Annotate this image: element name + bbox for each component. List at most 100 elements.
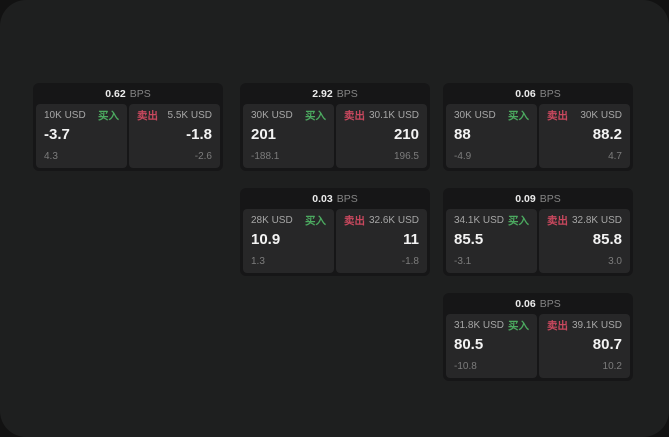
bps-unit-label: BPS bbox=[539, 87, 561, 100]
sell-notional: 5.5K USD bbox=[167, 110, 212, 121]
sell-price: 210 bbox=[393, 126, 419, 143]
bps-value: 0.09 bbox=[515, 192, 536, 205]
bps-header: 2.92 BPS bbox=[240, 83, 430, 104]
sell-panel-header: 卖出 32.8K USD bbox=[547, 215, 622, 227]
quote-card: 0.06 BPS 31.8K USD 买入 80.5 -10.8 卖出 39.1… bbox=[443, 293, 633, 381]
buy-notional: 28K USD bbox=[251, 215, 293, 226]
sell-panel-header: 卖出 39.1K USD bbox=[547, 320, 622, 332]
quote-panels: 30K USD 买入 201 -188.1 卖出 30.1K USD 210 1… bbox=[240, 104, 430, 171]
buy-quote-panel[interactable]: 31.8K USD 买入 80.5 -10.8 bbox=[446, 314, 537, 378]
bps-value: 0.06 bbox=[515, 87, 536, 100]
buy-panel-header: 34.1K USD 买入 bbox=[454, 215, 529, 227]
sell-price: 80.7 bbox=[592, 336, 622, 353]
buy-panel-header: 31.8K USD 买入 bbox=[454, 320, 529, 332]
buy-quote-panel[interactable]: 10K USD 买入 -3.7 4.3 bbox=[36, 104, 127, 168]
sell-notional: 30K USD bbox=[580, 110, 622, 121]
sell-price: 85.8 bbox=[592, 231, 622, 248]
sell-quote-panel[interactable]: 卖出 32.8K USD 85.8 3.0 bbox=[539, 209, 630, 273]
buy-quote-panel[interactable]: 30K USD 买入 88 -4.9 bbox=[446, 104, 537, 168]
buy-price: -3.7 bbox=[44, 126, 70, 143]
sell-change: 196.5 bbox=[393, 151, 419, 162]
sell-quote-panel[interactable]: 卖出 39.1K USD 80.7 10.2 bbox=[539, 314, 630, 378]
sell-side-label: 卖出 bbox=[547, 320, 568, 332]
buy-panel-header: 30K USD 买入 bbox=[454, 110, 529, 122]
sell-change: -2.6 bbox=[194, 151, 212, 162]
buy-change: -10.8 bbox=[454, 361, 477, 372]
buy-notional: 10K USD bbox=[44, 110, 86, 121]
buy-change: 1.3 bbox=[251, 256, 265, 267]
sell-notional: 39.1K USD bbox=[571, 320, 622, 331]
sell-change: -1.8 bbox=[401, 256, 419, 267]
quote-panels: 28K USD 买入 10.9 1.3 卖出 32.6K USD 11 -1.8 bbox=[240, 209, 430, 276]
quote-panels: 10K USD 买入 -3.7 4.3 卖出 5.5K USD -1.8 -2.… bbox=[33, 104, 223, 171]
bps-value: 0.62 bbox=[105, 87, 126, 100]
sell-panel-header: 卖出 30.1K USD bbox=[344, 110, 419, 122]
quote-card: 0.62 BPS 10K USD 买入 -3.7 4.3 卖出 5.5K USD… bbox=[33, 83, 223, 171]
buy-change: -3.1 bbox=[454, 256, 472, 267]
buy-side-label: 买入 bbox=[305, 215, 326, 227]
buy-side-label: 买入 bbox=[305, 110, 326, 122]
sell-change: 4.7 bbox=[608, 151, 622, 162]
quote-panels: 31.8K USD 买入 80.5 -10.8 卖出 39.1K USD 80.… bbox=[443, 314, 633, 381]
sell-price: -1.8 bbox=[186, 126, 212, 143]
buy-side-label: 买入 bbox=[508, 110, 529, 122]
quote-card: 0.03 BPS 28K USD 买入 10.9 1.3 卖出 32.6K US… bbox=[240, 188, 430, 276]
bps-header: 0.06 BPS bbox=[443, 83, 633, 104]
sell-panel-header: 卖出 32.6K USD bbox=[344, 215, 419, 227]
bps-unit-label: BPS bbox=[539, 192, 561, 205]
buy-panel-header: 28K USD 买入 bbox=[251, 215, 326, 227]
buy-quote-panel[interactable]: 30K USD 买入 201 -188.1 bbox=[243, 104, 334, 168]
sell-panel-header: 卖出 30K USD bbox=[547, 110, 622, 122]
buy-price: 10.9 bbox=[251, 231, 281, 248]
bps-unit-label: BPS bbox=[336, 87, 358, 100]
sell-side-label: 卖出 bbox=[344, 110, 365, 122]
quote-card: 2.92 BPS 30K USD 买入 201 -188.1 卖出 30.1K … bbox=[240, 83, 430, 171]
bps-unit-label: BPS bbox=[129, 87, 151, 100]
sell-side-label: 卖出 bbox=[547, 110, 568, 122]
bps-value: 0.03 bbox=[312, 192, 333, 205]
sell-quote-panel[interactable]: 卖出 5.5K USD -1.8 -2.6 bbox=[129, 104, 220, 168]
sell-change: 3.0 bbox=[608, 256, 622, 267]
buy-price: 88 bbox=[454, 126, 471, 143]
buy-change: -188.1 bbox=[251, 151, 280, 162]
sell-notional: 32.8K USD bbox=[571, 215, 622, 226]
bps-unit-label: BPS bbox=[336, 192, 358, 205]
sell-notional: 30.1K USD bbox=[368, 110, 419, 121]
sell-price: 88.2 bbox=[592, 126, 622, 143]
buy-panel-header: 30K USD 买入 bbox=[251, 110, 326, 122]
quote-panels: 34.1K USD 买入 85.5 -3.1 卖出 32.8K USD 85.8… bbox=[443, 209, 633, 276]
buy-price: 85.5 bbox=[454, 231, 484, 248]
sell-notional: 32.6K USD bbox=[368, 215, 419, 226]
buy-change: -4.9 bbox=[454, 151, 472, 162]
sell-side-label: 卖出 bbox=[547, 215, 568, 227]
sell-panel-header: 卖出 5.5K USD bbox=[137, 110, 212, 122]
bps-value: 0.06 bbox=[515, 297, 536, 310]
quote-card: 0.06 BPS 30K USD 买入 88 -4.9 卖出 30K USD 8… bbox=[443, 83, 633, 171]
buy-notional: 34.1K USD bbox=[454, 215, 505, 226]
sell-side-label: 卖出 bbox=[344, 215, 365, 227]
buy-side-label: 买入 bbox=[508, 320, 529, 332]
bps-value: 2.92 bbox=[312, 87, 333, 100]
buy-quote-panel[interactable]: 34.1K USD 买入 85.5 -3.1 bbox=[446, 209, 537, 273]
bps-unit-label: BPS bbox=[539, 297, 561, 310]
buy-panel-header: 10K USD 买入 bbox=[44, 110, 119, 122]
sell-price: 11 bbox=[403, 231, 419, 248]
sell-quote-panel[interactable]: 卖出 32.6K USD 11 -1.8 bbox=[336, 209, 427, 273]
sell-quote-panel[interactable]: 卖出 30.1K USD 210 196.5 bbox=[336, 104, 427, 168]
bps-header: 0.62 BPS bbox=[33, 83, 223, 104]
bps-header: 0.03 BPS bbox=[240, 188, 430, 209]
buy-notional: 31.8K USD bbox=[454, 320, 505, 331]
buy-quote-panel[interactable]: 28K USD 买入 10.9 1.3 bbox=[243, 209, 334, 273]
buy-notional: 30K USD bbox=[251, 110, 293, 121]
buy-side-label: 买入 bbox=[98, 110, 119, 122]
buy-change: 4.3 bbox=[44, 151, 58, 162]
sell-change: 10.2 bbox=[602, 361, 622, 372]
quote-panels: 30K USD 买入 88 -4.9 卖出 30K USD 88.2 4.7 bbox=[443, 104, 633, 171]
quote-card: 0.09 BPS 34.1K USD 买入 85.5 -3.1 卖出 32.8K… bbox=[443, 188, 633, 276]
buy-price: 80.5 bbox=[454, 336, 484, 353]
bps-header: 0.09 BPS bbox=[443, 188, 633, 209]
bps-header: 0.06 BPS bbox=[443, 293, 633, 314]
buy-price: 201 bbox=[251, 126, 277, 143]
sell-quote-panel[interactable]: 卖出 30K USD 88.2 4.7 bbox=[539, 104, 630, 168]
